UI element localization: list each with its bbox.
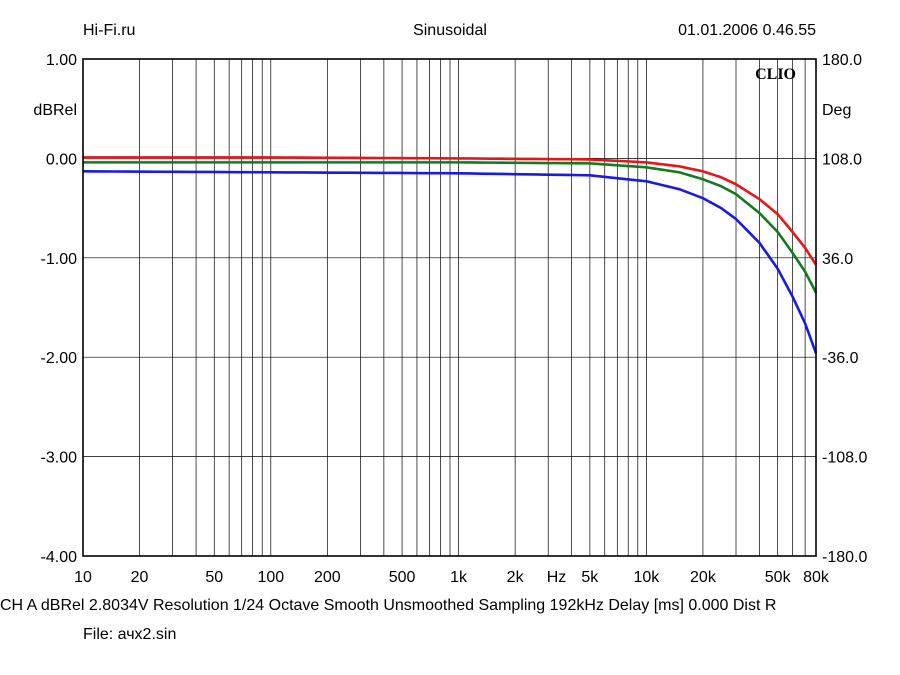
x-tick-label: 50 bbox=[205, 569, 223, 586]
plot-grid bbox=[83, 58, 816, 557]
x-tick-label: 100 bbox=[257, 569, 284, 586]
y-tick-label: -2.00 bbox=[41, 350, 78, 367]
x-tick-label: 5k bbox=[581, 569, 599, 586]
x-tick-label: 80k bbox=[803, 569, 830, 586]
y2-tick-label: 36.0 bbox=[822, 251, 853, 268]
x-tick-label: 10k bbox=[634, 569, 661, 586]
x-tick-label: 500 bbox=[389, 569, 416, 586]
y2-axis-label: Deg bbox=[822, 102, 851, 119]
x-tick-label: 20 bbox=[131, 569, 149, 586]
x-tick-label: 20k bbox=[690, 569, 717, 586]
x-tick-label: 2k bbox=[507, 569, 525, 586]
y2-tick-label: -108.0 bbox=[822, 450, 867, 467]
y2-tick-label: 108.0 bbox=[822, 151, 862, 168]
plot-frame bbox=[82, 58, 817, 557]
file-name: File: ачх2.sin bbox=[83, 626, 177, 643]
series-line-1 bbox=[83, 156, 818, 266]
y2-tick-label: 180.0 bbox=[822, 52, 862, 69]
y-tick-label: -1.00 bbox=[41, 251, 78, 268]
y-axis-label: dBRel bbox=[33, 102, 77, 119]
y-tick-label: -3.00 bbox=[41, 450, 78, 467]
clio-logo: CLIO bbox=[755, 66, 796, 83]
header-center: Sinusoidal bbox=[413, 22, 487, 39]
y2-tick-label: -180.0 bbox=[822, 549, 867, 566]
plot-curves bbox=[82, 156, 818, 354]
header-right: 01.01.2006 0.46.55 bbox=[678, 22, 816, 39]
header-left: Hi-Fi.ru bbox=[83, 22, 135, 39]
axis-labels: 1.00 0.00 -1.00 -2.00 -3.00 -4.00 180.0 108.0 36… bbox=[33, 52, 867, 586]
x-unit-label: Hz bbox=[547, 569, 567, 586]
x-tick-label: 200 bbox=[314, 569, 341, 586]
y-tick-label: -4.00 bbox=[41, 549, 78, 566]
series-line-2 bbox=[83, 161, 818, 294]
x-tick-label: 10 bbox=[74, 569, 92, 586]
x-tick-label: 50k bbox=[765, 569, 792, 586]
series-line-3 bbox=[82, 170, 818, 354]
y2-tick-label: -36.0 bbox=[822, 350, 859, 367]
status-line: CH A dBRel 2.8034V Resolution 1/24 Octav… bbox=[0, 597, 777, 614]
y-tick-label: 0.00 bbox=[46, 151, 77, 168]
x-tick-label: 1k bbox=[450, 569, 468, 586]
y-tick-label: 1.00 bbox=[46, 52, 77, 69]
